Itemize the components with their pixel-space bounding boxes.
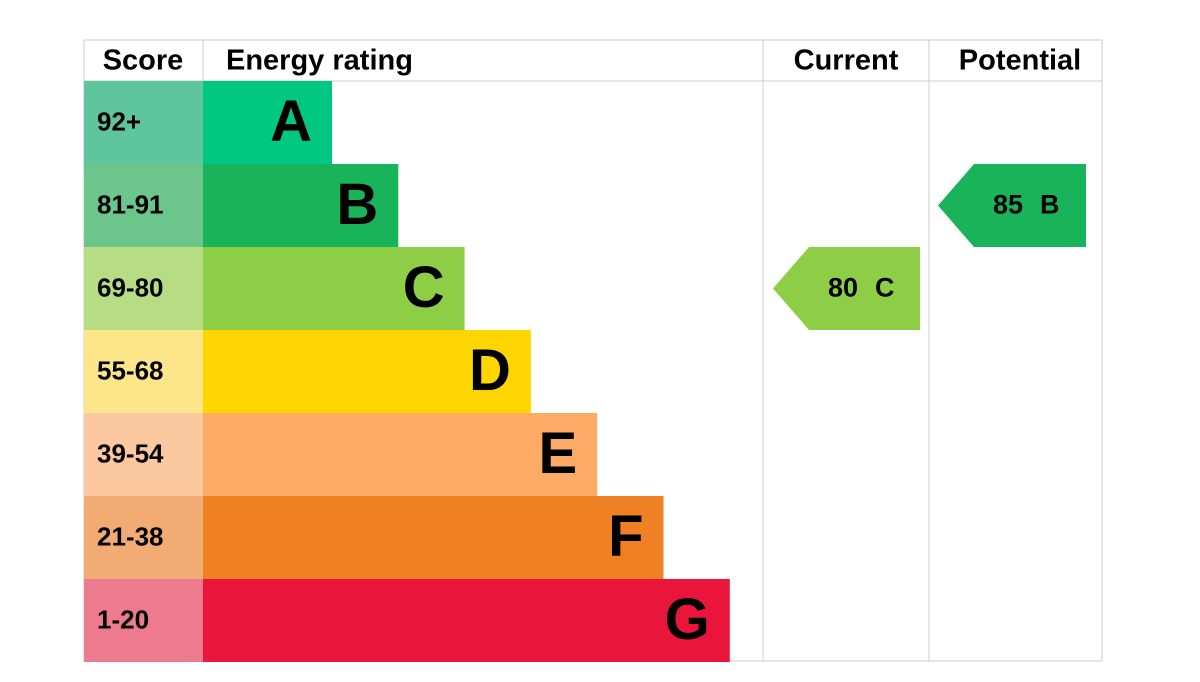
score-label: 92+ <box>97 106 141 136</box>
header: Energy rating <box>226 45 413 77</box>
score-label: 21-38 <box>97 521 164 551</box>
rating-arrow <box>773 247 920 330</box>
score-cell <box>84 247 203 330</box>
rating-bar <box>203 164 399 247</box>
score-label: 81-91 <box>97 189 164 219</box>
score-cell <box>84 81 203 164</box>
rating-bar <box>203 247 465 330</box>
rating-bar <box>203 81 332 164</box>
score-cell <box>84 413 203 496</box>
score-cell <box>84 164 203 247</box>
rating-bar <box>203 579 730 662</box>
rating-letter: E <box>539 421 578 486</box>
score-label: 69-80 <box>97 272 164 302</box>
rating-letter: A <box>270 89 312 154</box>
score-label: 1-20 <box>97 604 149 634</box>
arrow-rating: C <box>875 273 895 303</box>
arrow-score: 80 <box>828 273 858 303</box>
rating-letter: C <box>403 255 445 320</box>
rating-letter: F <box>608 504 643 569</box>
rating-letter: B <box>336 172 378 237</box>
rating-letter: D <box>469 338 511 403</box>
rating-letter: G <box>665 587 710 652</box>
header: Current <box>794 45 899 77</box>
score-cell <box>84 330 203 413</box>
score-label: 55-68 <box>97 355 164 385</box>
arrow-rating: B <box>1040 190 1060 220</box>
rating-bar <box>203 413 598 496</box>
score-cell <box>84 579 203 662</box>
score-cell <box>84 496 203 579</box>
header: Potential <box>959 45 1081 77</box>
rating-bar <box>203 496 664 579</box>
rating-bar <box>203 330 531 413</box>
header: Score <box>103 45 184 77</box>
score-label: 39-54 <box>97 438 164 468</box>
rating-arrow <box>938 164 1086 247</box>
arrow-score: 85 <box>993 190 1023 220</box>
